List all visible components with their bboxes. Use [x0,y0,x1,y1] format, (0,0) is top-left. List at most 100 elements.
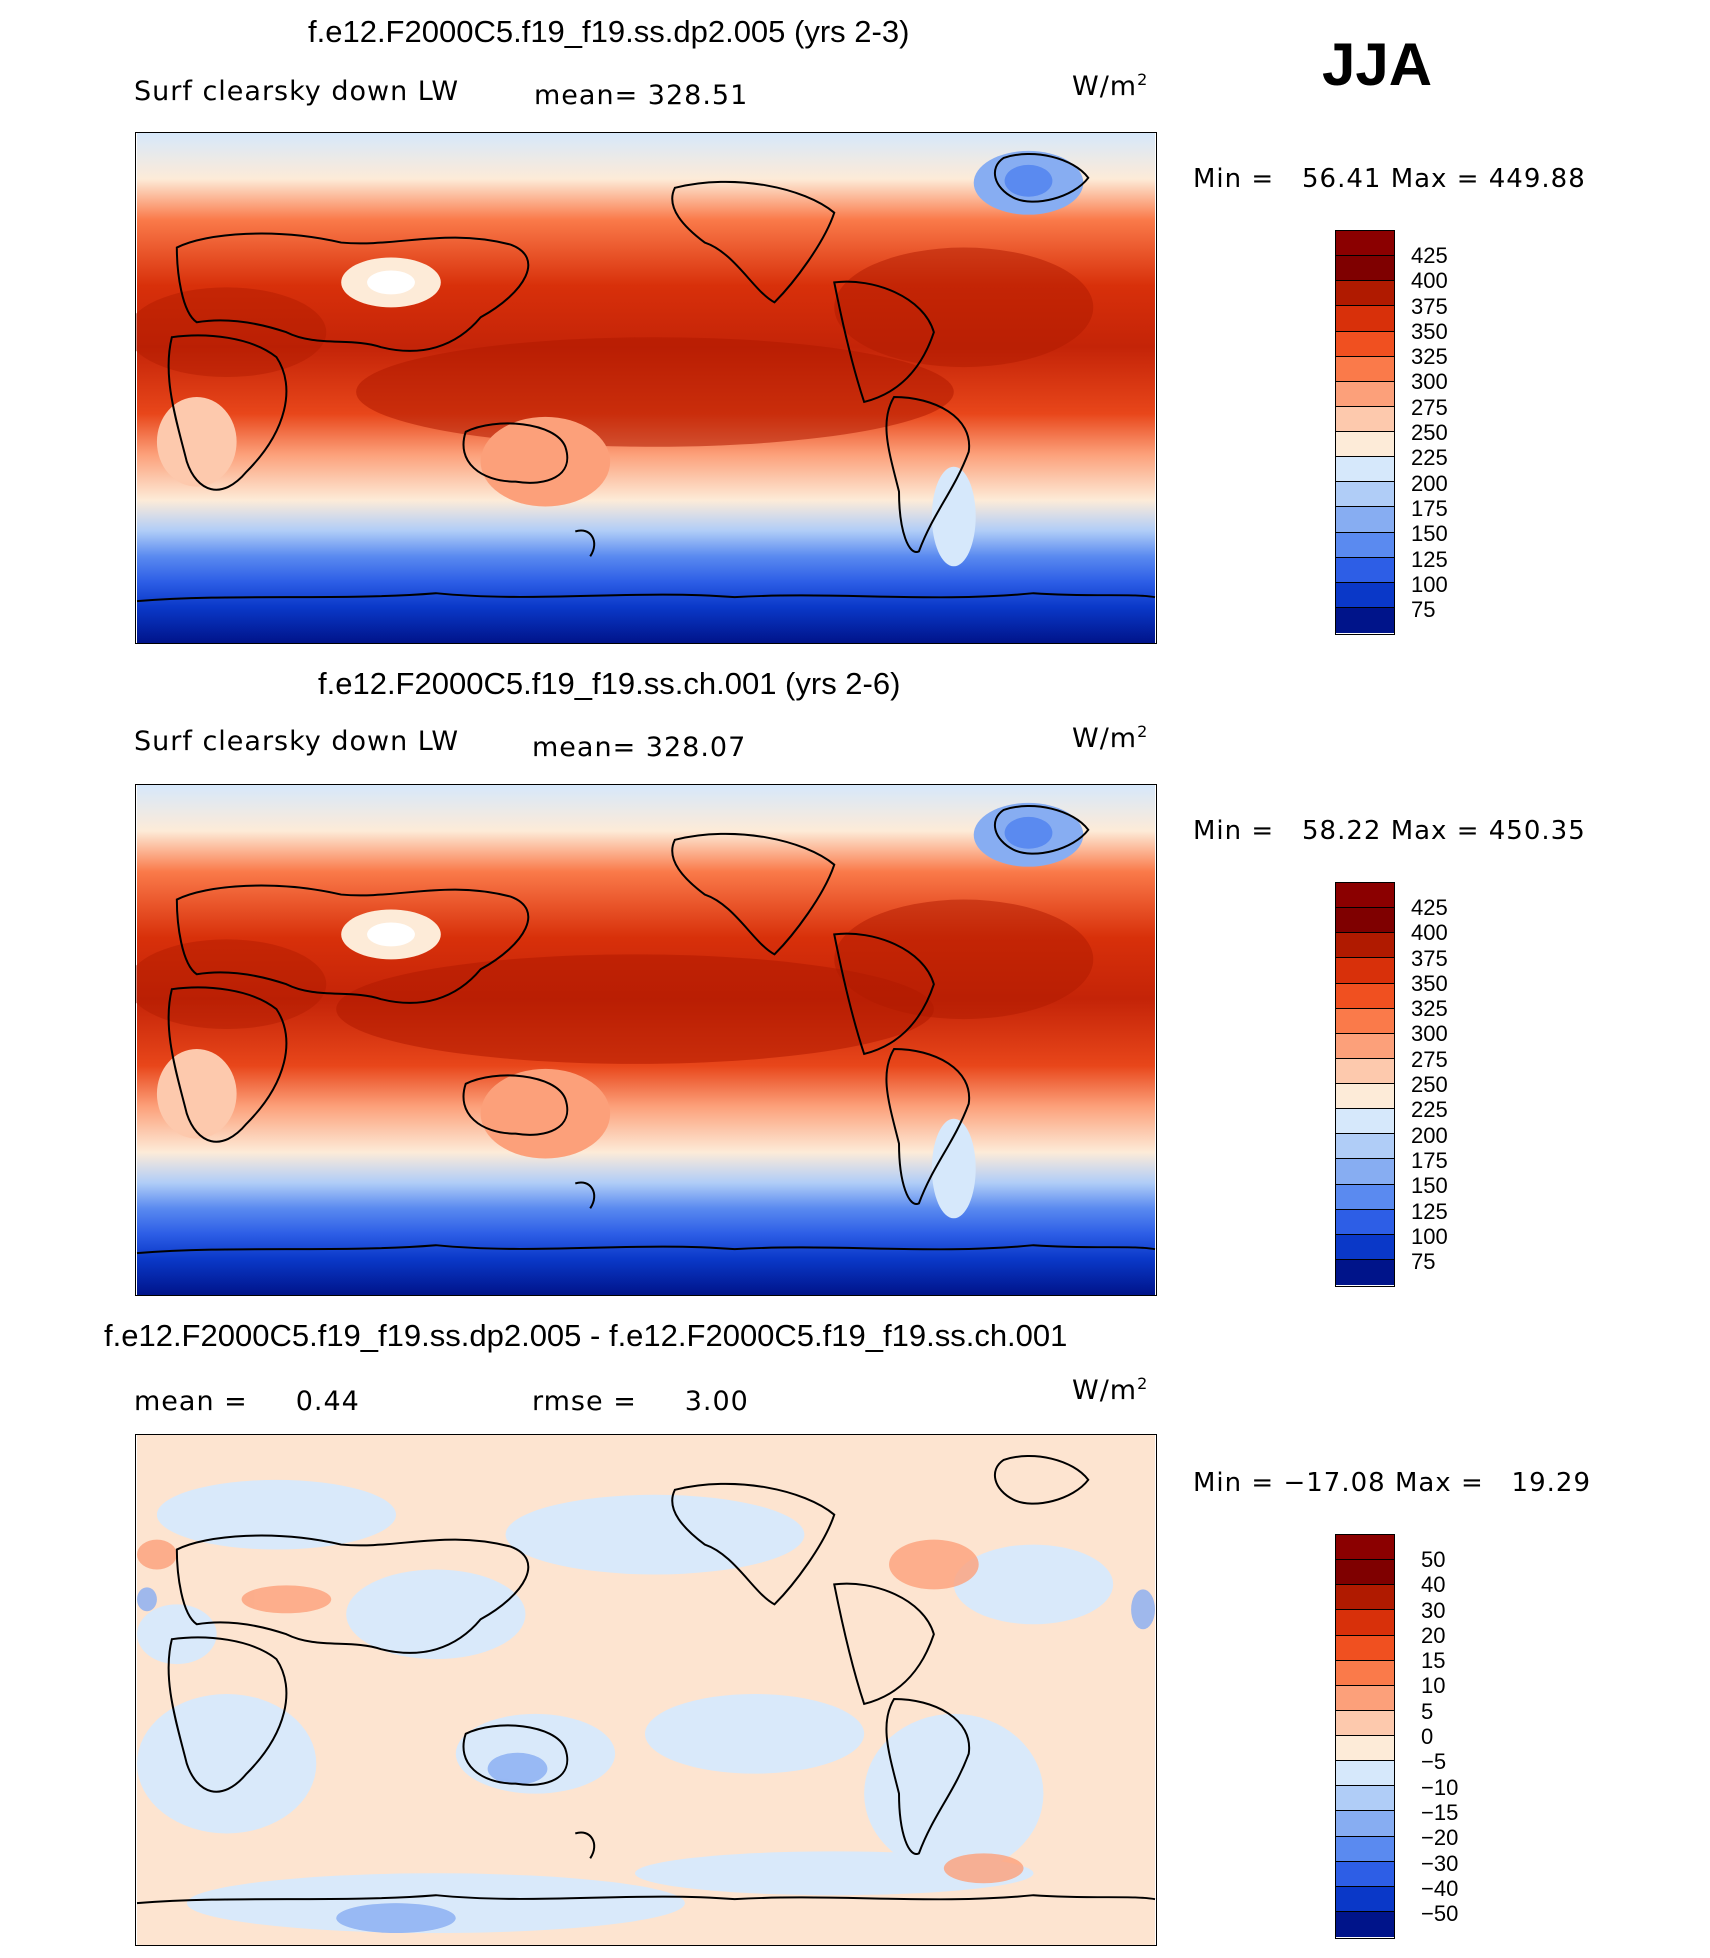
panel3-map [135,1434,1157,1946]
colorbar-tick-label: 30 [1421,1597,1446,1623]
panel1-min-value: 56.41 [1301,164,1382,194]
colorbar-swatch [1336,1084,1394,1110]
colorbar-tick-label: 40 [1421,1572,1446,1598]
colorbar-swatch [1336,1109,1394,1135]
panel1-min-label: Min = [1193,164,1275,194]
panel2-min-value: 58.22 [1301,816,1382,846]
colorbar-tick-label: 300 [1411,1021,1448,1047]
colorbar-swatch [1336,1560,1394,1586]
colorbar-swatch [1336,356,1394,382]
colorbar-swatch [1336,281,1394,307]
colorbar-swatch [1336,231,1394,257]
panel3-rmse-value: 3.00 [684,1386,749,1417]
colorbar-swatch [1336,1184,1394,1210]
colorbar-tick-label: 425 [1411,243,1448,268]
panel3-mean-label: mean = [134,1386,248,1417]
colorbar-tick-label: 125 [1411,546,1448,572]
colorbar-swatch [1336,1234,1394,1260]
colorbar-swatch [1336,1635,1394,1661]
panel3-minmax: Min = −17.08 Max = 19.29 [1193,1468,1591,1498]
colorbar-tick-label: −20 [1421,1825,1459,1851]
panel3-max-value: 19.29 [1511,1468,1591,1498]
colorbar-tick-label: 250 [1411,1072,1448,1098]
colorbar-tick-label: 325 [1411,996,1448,1022]
colorbar-swatch [1336,1886,1394,1912]
panel1-mean-value: 328.51 [647,80,749,111]
panel2-max-value: 450.35 [1488,816,1586,846]
colorbar-swatch [1336,1710,1394,1736]
colorbar-swatch [1336,933,1394,959]
colorbar-tick-label: 15 [1421,1648,1446,1674]
panel1-colorbar-ticks: 425 400 375 350 325 300 275 250 225 200 175 150 125 1… [1411,243,1448,622]
colorbar-swatch [1336,381,1394,407]
panel1-title: f.e12.F2000C5.f19_f19.ss.dp2.005 (yrs 2-… [308,14,910,49]
colorbar-tick-label: 325 [1411,344,1448,370]
colorbar-swatch [1336,507,1394,533]
colorbar-swatch [1336,1761,1394,1787]
colorbar-swatch [1336,1685,1394,1711]
panel3-rmse-label: rmse = [532,1386,637,1417]
colorbar-swatch [1336,1811,1394,1837]
panel1-max-value: 449.88 [1488,164,1586,194]
colorbar-tick-label: 150 [1411,521,1448,547]
colorbar-tick-label: 100 [1411,1223,1448,1249]
colorbar-tick-label: 200 [1411,470,1448,496]
colorbar-swatch [1336,1861,1394,1887]
colorbar-swatch [1336,1008,1394,1034]
colorbar-swatch [1336,607,1394,633]
colorbar-swatch [1336,1159,1394,1185]
colorbar-tick-label: −15 [1421,1799,1459,1825]
panel2-variable-label: Surf clearsky down LW [134,726,460,757]
season-label: JJA [1322,31,1433,98]
panel1-units: W/m2 [1072,70,1149,102]
colorbar-swatch [1336,1033,1394,1059]
panel3-max-label: Max = [1394,1468,1484,1498]
colorbar-swatch [1336,958,1394,984]
panel2-max-label: Max = [1390,816,1480,846]
panel1-mean-label: mean= [534,80,639,111]
panel1-colorbar [1335,230,1395,635]
colorbar-tick-label: 225 [1411,445,1448,471]
panel3-rmse-stat: rmse = 3.00 [532,1386,749,1417]
panel2-map [135,784,1157,1296]
colorbar-swatch [1336,1786,1394,1812]
colorbar-tick-label: 20 [1421,1622,1446,1648]
colorbar-tick-label: −40 [1421,1875,1459,1901]
colorbar-tick-label: 75 [1411,597,1436,623]
colorbar-swatch [1336,256,1394,282]
colorbar-tick-label: 400 [1411,268,1448,294]
panel1-variable-label: Surf clearsky down LW [134,76,460,107]
panel1-mean-stat: mean= 328.51 [534,80,748,111]
panel1-map [135,132,1157,644]
colorbar-tick-label: 175 [1411,495,1448,521]
colorbar-tick-label: −30 [1421,1850,1459,1876]
panel2-mean-value: 328.07 [645,732,747,763]
colorbar-tick-label: 375 [1411,945,1448,971]
colorbar-swatch [1336,1911,1394,1937]
panel2-title: f.e12.F2000C5.f19_f19.ss.ch.001 (yrs 2-6… [318,666,901,701]
colorbar-tick-label: 175 [1411,1147,1448,1173]
colorbar-tick-label: 50 [1421,1547,1446,1572]
colorbar-swatch [1336,406,1394,432]
colorbar-swatch [1336,1259,1394,1285]
colorbar-tick-label: −10 [1421,1774,1459,1800]
panel2-units: W/m2 [1072,722,1149,754]
panel3-min-label: Min = [1193,1468,1275,1498]
colorbar-tick-label: 425 [1411,895,1448,920]
colorbar-tick-label: −5 [1421,1749,1447,1775]
colorbar-swatch [1336,582,1394,608]
colorbar-tick-label: 350 [1411,970,1448,996]
panel2-colorbar-ticks: 425 400 375 350 325 300 275 250 225 200 175 150 125 1… [1411,895,1448,1274]
colorbar-swatch [1336,557,1394,583]
panel3-mean-value: 0.44 [295,1386,360,1417]
colorbar-swatch [1336,1134,1394,1160]
colorbar-swatch [1336,306,1394,332]
panel1-minmax: Min = 56.41 Max = 449.88 [1193,164,1586,194]
colorbar-swatch [1336,983,1394,1009]
panel2-minmax: Min = 58.22 Max = 450.35 [1193,816,1586,846]
colorbar-swatch [1336,482,1394,508]
colorbar-tick-label: 10 [1421,1673,1446,1699]
colorbar-tick-label: 150 [1411,1173,1448,1199]
colorbar-swatch [1336,457,1394,483]
colorbar-tick-label: 0 [1421,1724,1434,1750]
